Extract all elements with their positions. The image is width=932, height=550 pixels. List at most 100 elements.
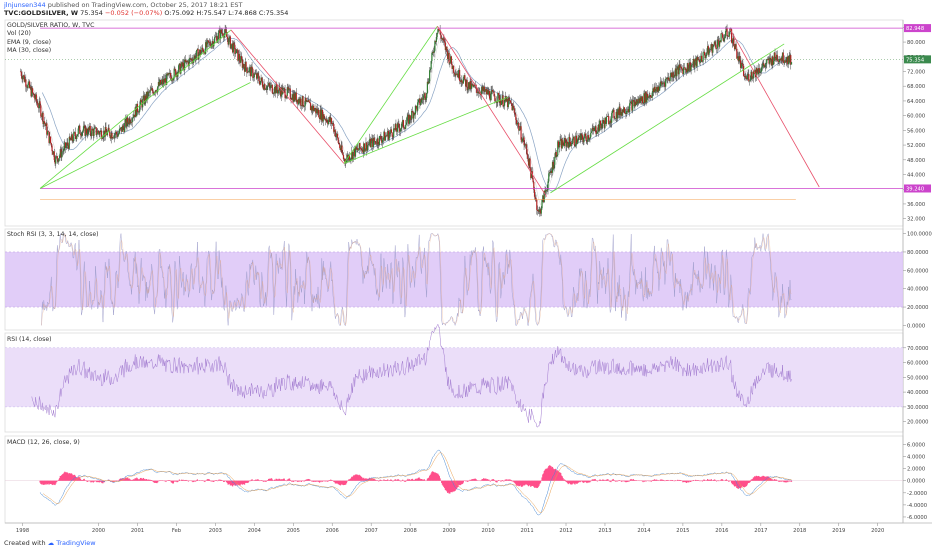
macd-hist-bar xyxy=(248,480,250,482)
candle-body xyxy=(175,72,178,77)
tradingview-logo-icon: ☁ xyxy=(47,539,55,547)
macd-hist-bar xyxy=(330,479,332,481)
candle-body xyxy=(721,33,723,34)
candle-body xyxy=(200,51,202,55)
macd-hist-bar xyxy=(203,480,205,482)
macd-hist-bar xyxy=(130,479,132,481)
green-trend-line xyxy=(550,43,785,194)
candle-body xyxy=(596,132,599,134)
candle-body xyxy=(664,82,666,87)
candle-body xyxy=(555,151,557,157)
candle-body xyxy=(240,56,242,63)
candle-body xyxy=(369,138,371,145)
candle-body xyxy=(183,62,185,71)
macd-hist-bar xyxy=(74,475,76,481)
candle-body xyxy=(432,51,434,54)
candle-body xyxy=(671,72,673,77)
candle-body xyxy=(235,53,237,54)
macd-hist-bar xyxy=(641,480,644,482)
macd-hist-bar xyxy=(436,473,438,481)
macd-hist-bar xyxy=(688,480,690,483)
candle-body xyxy=(385,135,387,137)
candle-body xyxy=(311,106,313,111)
candle-body xyxy=(184,59,186,71)
macd-hist-bar xyxy=(742,480,744,487)
candle-body xyxy=(65,145,67,149)
rsi-label[interactable]: RSI (14, close) xyxy=(7,336,52,343)
candle-body xyxy=(63,145,65,152)
candle-body xyxy=(333,129,336,132)
macd-hist-bar xyxy=(746,480,748,485)
legend-ema[interactable]: EMA (9, close) xyxy=(7,38,52,46)
macd-hist-bar xyxy=(339,480,342,486)
macd-hist-bar xyxy=(276,479,279,481)
candle-body xyxy=(540,208,542,214)
macd-hist-bar xyxy=(447,480,449,493)
candle-body xyxy=(389,132,391,134)
price-tick-label: 52.000 xyxy=(907,143,925,149)
candle-body xyxy=(330,118,332,123)
candle-body xyxy=(115,131,118,135)
macd-hist-bar xyxy=(650,480,653,482)
macd-hist-bar xyxy=(47,480,49,484)
macd-hist-bar xyxy=(518,480,520,487)
stoch-rsi-label[interactable]: Stoch RSI (3, 3, 14, 14, close) xyxy=(7,231,99,238)
candle-body xyxy=(781,57,783,62)
candle-body xyxy=(259,81,261,85)
candle-body xyxy=(118,133,120,135)
candle-body xyxy=(622,109,624,113)
macd-hist-bar xyxy=(269,478,271,481)
candle-body xyxy=(321,110,323,121)
candle-body xyxy=(212,41,214,47)
macd-hist-bar xyxy=(583,480,585,483)
candle-body xyxy=(712,46,714,53)
candle-body xyxy=(127,122,130,125)
candle-body xyxy=(725,28,727,32)
candle-body xyxy=(173,68,175,79)
macd-hist-bar xyxy=(406,479,408,481)
candle-body xyxy=(641,96,643,101)
candle-body xyxy=(449,62,451,64)
macd-hist-bar xyxy=(121,478,123,481)
candle-body xyxy=(348,155,350,160)
candle-body xyxy=(308,99,310,102)
macd-hist-bar xyxy=(86,480,88,483)
macd-hist-bar xyxy=(748,480,751,483)
macd-hist-bar xyxy=(132,479,134,481)
legend-volume[interactable]: Vol (20) xyxy=(7,30,31,38)
macd-label[interactable]: MACD (12, 26, close, 9) xyxy=(7,439,80,446)
candle-body xyxy=(467,88,469,91)
candle-body xyxy=(275,84,277,94)
candle-body xyxy=(539,209,541,212)
legend-ma[interactable]: MA (30, close) xyxy=(7,46,52,54)
candle-body xyxy=(656,87,659,92)
candle-body xyxy=(589,137,591,138)
candle-body xyxy=(421,98,423,99)
macd-hist-bar xyxy=(512,480,515,482)
candle-body xyxy=(394,124,396,130)
macd-hist-bar xyxy=(279,478,281,481)
tradingview-link[interactable]: TradingView xyxy=(56,539,96,547)
macd-hist-bar xyxy=(449,480,451,494)
candle-body xyxy=(721,33,724,38)
macd-hist-bar xyxy=(141,479,143,481)
candle-body xyxy=(736,56,739,59)
macd-hist-bar xyxy=(417,477,420,481)
macd-hist-bar xyxy=(238,480,240,485)
macd-hist-bar xyxy=(713,479,715,481)
macd-hist-bar xyxy=(784,480,787,483)
candle-body xyxy=(459,69,461,81)
candle-body xyxy=(403,127,405,129)
macd-hist-bar xyxy=(434,472,436,481)
candle-body xyxy=(351,151,353,158)
candle-body xyxy=(601,124,603,129)
candle-body xyxy=(626,110,628,114)
candle-body xyxy=(166,73,168,85)
candle-body xyxy=(155,90,157,92)
author-link[interactable]: jlnjunsen344 xyxy=(4,1,46,9)
candle-body xyxy=(634,101,636,107)
legend-symbol[interactable]: GOLD/SILVER RATIO, W, TVC xyxy=(7,22,95,29)
macd-hist-bar xyxy=(752,477,754,481)
candle-body xyxy=(560,138,562,141)
